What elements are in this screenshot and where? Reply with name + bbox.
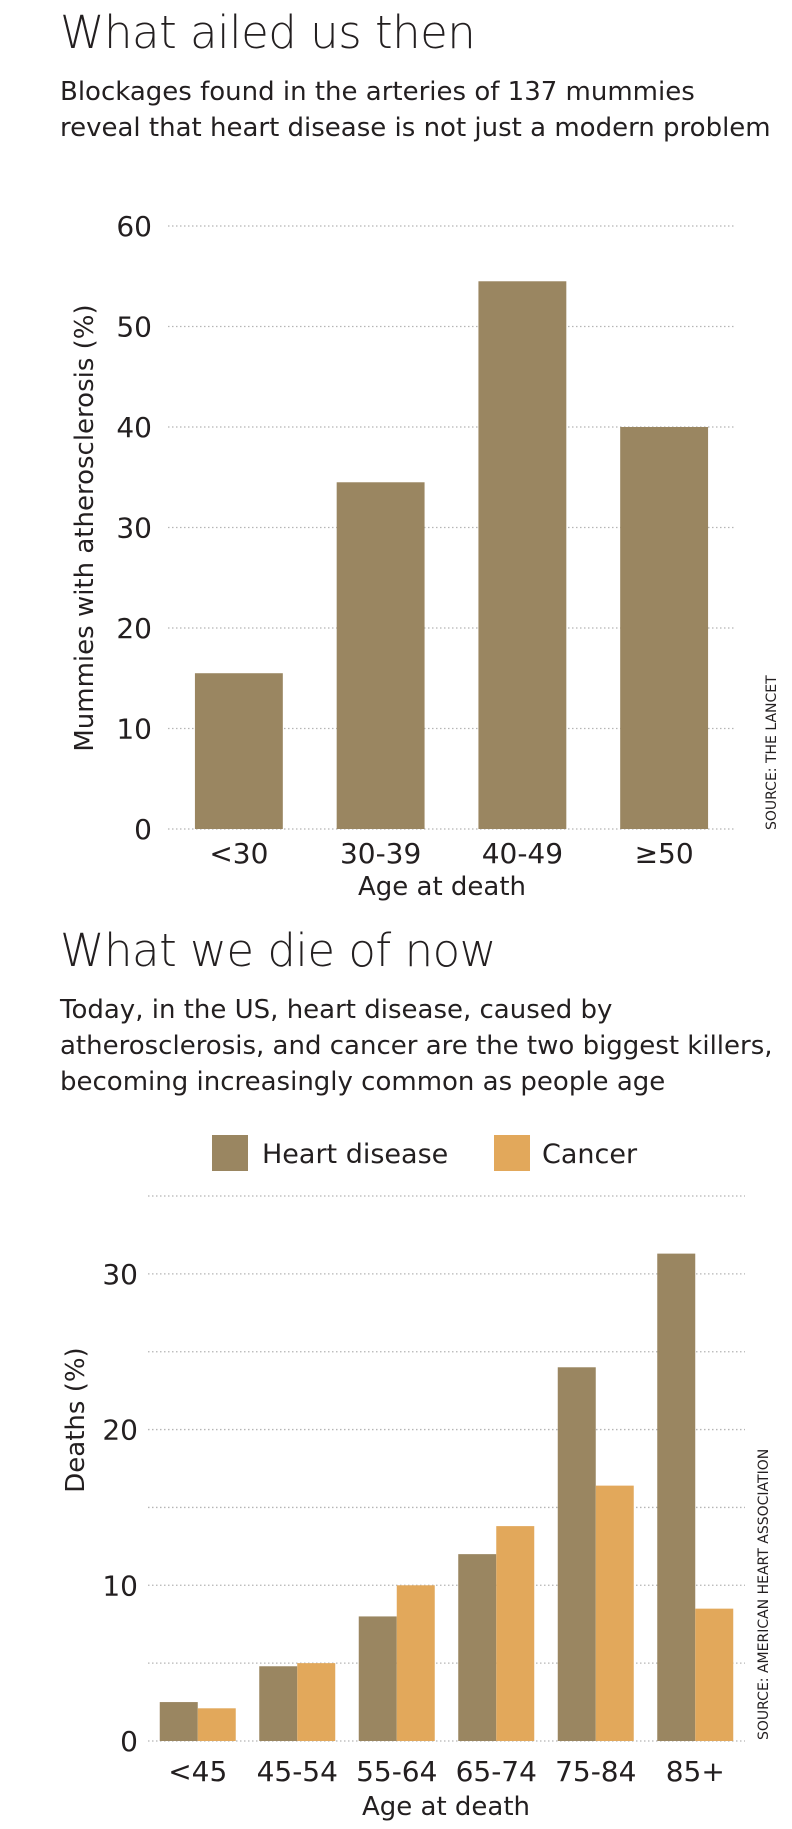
chart2-y-tick-label: 0 — [120, 1725, 138, 1758]
chart1-y-tick-labels: 0 10 20 30 40 50 60 — [116, 210, 152, 846]
chart2-bar-cancer — [496, 1526, 535, 1741]
chart1-y-tick-label: 20 — [116, 612, 152, 645]
chart1-subtitle-line-2: reveal that heart disease is not just a … — [60, 113, 771, 143]
chart1-bar — [336, 482, 425, 829]
chart2-bar-heart-disease — [358, 1616, 397, 1741]
chart1-source: SOURCE: THE LANCET — [764, 675, 780, 830]
chart2-y-axis-label: Deaths (%) — [61, 1347, 91, 1492]
chart2-bar-heart-disease — [657, 1253, 696, 1741]
chart2-y-tick-label: 20 — [102, 1414, 138, 1447]
legend-label-heart-disease: Heart disease — [262, 1139, 448, 1170]
chart2-x-tick-labels: <45 45-54 55-64 65-74 75-84 85+ — [168, 1755, 725, 1788]
chart1-subtitle: Blockages found in the arteries of 137 m… — [60, 74, 785, 146]
chart1-y-axis-label: Mummies with atherosclerosis (%) — [70, 304, 100, 751]
chart2-source: SOURCE: AMERICAN HEART ASSOCIATION — [756, 1449, 772, 1740]
chart1-y-tick-label: 30 — [116, 512, 152, 545]
chart1-title: What ailed us then — [60, 6, 476, 59]
chart2-x-tick-label: 55-64 — [356, 1755, 437, 1788]
chart2-grid — [148, 1195, 745, 1742]
chart1-x-tick-labels: <30 30-39 40-49 ≥50 — [209, 837, 693, 870]
chart1-y-tick-label: 50 — [116, 311, 152, 344]
chart1-y-tick-label: 40 — [116, 411, 152, 444]
chart2-subtitle-line-3: becoming increasingly common as people a… — [60, 1067, 666, 1097]
chart1-bar — [194, 673, 283, 829]
chart2-bar-cancer — [396, 1585, 435, 1741]
chart2-bar-heart-disease — [259, 1666, 298, 1741]
chart2-x-tick-label: 45-54 — [257, 1755, 338, 1788]
chart2-bar-heart-disease — [458, 1554, 497, 1741]
chart2-x-axis-label: Age at death — [362, 1792, 530, 1822]
legend-swatch-heart-disease — [212, 1135, 248, 1171]
chart2-x-tick-label: 75-84 — [555, 1755, 636, 1788]
chart1-plot: 0 10 20 30 40 50 60 <30 30-39 40-49 ≥50 Age at de… — [70, 210, 780, 902]
chart2-bars — [159, 1253, 734, 1741]
chart2-bar-cancer — [297, 1663, 336, 1741]
chart2-bar-cancer — [595, 1485, 634, 1741]
chart2-x-tick-label: 65-74 — [456, 1755, 537, 1788]
chart1-x-axis-label: Age at death — [358, 872, 526, 902]
chart2-bar-heart-disease — [557, 1367, 596, 1741]
chart2-subtitle-line-1: Today, in the US, heart disease, caused … — [60, 995, 613, 1025]
chart1-y-tick-label: 10 — [116, 713, 152, 746]
legend-label-cancer: Cancer — [542, 1139, 638, 1170]
chart2-subtitle: Today, in the US, heart disease, caused … — [60, 992, 785, 1100]
chart2-y-tick-labels: 0 10 20 30 — [102, 1258, 138, 1758]
chart2-bar-heart-disease — [159, 1702, 198, 1741]
chart1-y-tick-label: 0 — [134, 813, 152, 846]
chart1-bar — [478, 281, 567, 829]
chart1-bars — [194, 281, 709, 829]
chart2-title: What we die of now — [60, 924, 496, 977]
chart1-subtitle-line-1: Blockages found in the arteries of 137 m… — [60, 77, 695, 107]
chart1-bar — [620, 427, 709, 829]
chart2-y-tick-label: 10 — [102, 1569, 138, 1602]
chart1-x-tick-label: ≥50 — [635, 837, 694, 870]
chart1-y-tick-label: 60 — [116, 210, 152, 243]
chart1-x-tick-label: 30-39 — [340, 837, 421, 870]
chart1-x-tick-label: <30 — [209, 837, 268, 870]
chart2-subtitle-line-2: atherosclerosis, and cancer are the two … — [60, 1031, 773, 1061]
legend-swatch-cancer — [494, 1135, 530, 1171]
chart2-y-tick-label: 30 — [102, 1258, 138, 1291]
chart2-bar-cancer — [695, 1608, 734, 1741]
chart2-bar-cancer — [197, 1708, 236, 1741]
chart2-x-tick-label: 85+ — [666, 1755, 725, 1788]
chart2-x-tick-label: <45 — [168, 1755, 227, 1788]
chart2-legend: Heart disease Cancer — [212, 1135, 638, 1171]
chart1-x-tick-label: 40-49 — [482, 837, 563, 870]
